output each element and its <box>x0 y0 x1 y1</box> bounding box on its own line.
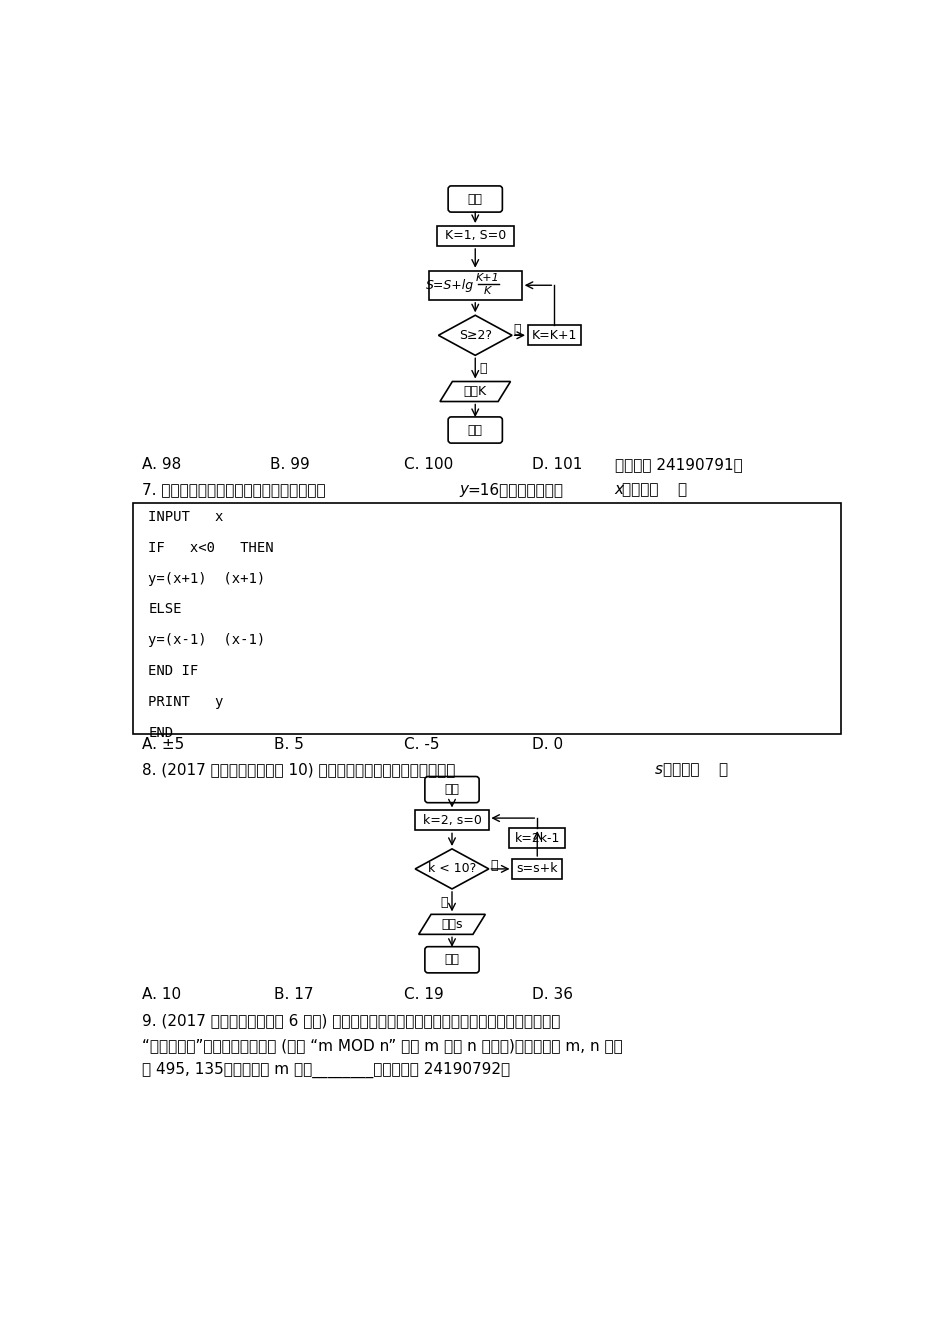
Text: END IF: END IF <box>148 664 199 677</box>
Text: B. 99: B. 99 <box>270 457 310 472</box>
Text: ELSE: ELSE <box>148 602 181 617</box>
Text: 9. (2017 河南南阳一模，文 6 改编) 如图程序框图的算法思路源于数学名著《几何原本》中的: 9. (2017 河南南阳一模，文 6 改编) 如图程序框图的算法思路源于数学名… <box>142 1013 560 1028</box>
Polygon shape <box>439 316 512 355</box>
Polygon shape <box>440 382 510 402</box>
Text: s: s <box>656 762 663 777</box>
Text: S≥2?: S≥2? <box>459 329 492 341</box>
Polygon shape <box>419 914 485 934</box>
Text: 结束: 结束 <box>467 423 483 437</box>
Text: 结束: 结束 <box>445 953 460 966</box>
Text: K=1, S=0: K=1, S=0 <box>445 230 505 242</box>
Text: s=s+k: s=s+k <box>517 863 558 875</box>
Text: K: K <box>484 286 491 296</box>
Text: 开始: 开始 <box>467 192 483 206</box>
Text: K+1: K+1 <box>476 273 500 284</box>
Bar <box>428 270 522 300</box>
Text: C. 19: C. 19 <box>404 986 444 1001</box>
Text: y=(x+1)  (x+1): y=(x+1) (x+1) <box>148 571 265 586</box>
Text: A. 10: A. 10 <box>142 986 181 1001</box>
Bar <box>512 859 562 879</box>
Text: PRINT   y: PRINT y <box>148 695 223 708</box>
Text: D. 101: D. 101 <box>532 457 582 472</box>
Text: D. 36: D. 36 <box>532 986 573 1001</box>
Text: 为 495, 135，则输出的 m 值为________．【导学号 24190792】: 为 495, 135，则输出的 m 值为________．【导学号 241907… <box>142 1062 510 1078</box>
FancyBboxPatch shape <box>425 777 479 802</box>
Text: x: x <box>615 481 624 497</box>
Text: k=2, s=0: k=2, s=0 <box>423 814 482 827</box>
Text: 8. (2017 湖南邵阳一模，文 10) 执行如图所示的程序框图，则输出: 8. (2017 湖南邵阳一模，文 10) 执行如图所示的程序框图，则输出 <box>142 762 455 777</box>
Text: =16，则键盘输入的: =16，则键盘输入的 <box>467 481 563 497</box>
Text: k < 10?: k < 10? <box>428 863 476 875</box>
Text: 否: 否 <box>441 895 448 909</box>
Text: B. 17: B. 17 <box>274 986 314 1001</box>
Text: B. 5: B. 5 <box>274 738 304 753</box>
Bar <box>509 828 565 848</box>
FancyBboxPatch shape <box>425 946 479 973</box>
Polygon shape <box>415 849 489 888</box>
Text: 是: 是 <box>490 859 498 872</box>
Text: IF   x<0   THEN: IF x<0 THEN <box>148 540 274 555</box>
Text: INPUT   x: INPUT x <box>148 509 223 524</box>
Bar <box>528 325 580 345</box>
Text: 输出s: 输出s <box>441 918 463 931</box>
Text: 【导学号 24190791】: 【导学号 24190791】 <box>615 457 743 472</box>
Text: “辗转相除法”，执行该程序框图 (图中 “m MOD n” 表示 m 除以 n 的余数)，若输入的 m, n 分别: “辗转相除法”，执行该程序框图 (图中 “m MOD n” 表示 m 除以 n … <box>142 1038 623 1052</box>
Text: 的值为（    ）: 的值为（ ） <box>663 762 728 777</box>
Text: K=K+1: K=K+1 <box>532 329 577 341</box>
Text: 应该是（    ）: 应该是（ ） <box>622 481 688 497</box>
Text: END: END <box>148 726 173 739</box>
Text: 输出K: 输出K <box>464 384 486 398</box>
Text: C. -5: C. -5 <box>404 738 440 753</box>
FancyBboxPatch shape <box>448 185 503 212</box>
Text: S=S+lg: S=S+lg <box>426 278 474 292</box>
Text: y: y <box>460 481 468 497</box>
Text: A. ±5: A. ±5 <box>142 738 184 753</box>
Text: k=2k-1: k=2k-1 <box>515 832 560 844</box>
Text: D. 0: D. 0 <box>532 738 563 753</box>
Text: 7. 为了在运行如图所示的程序之后得到结果: 7. 为了在运行如图所示的程序之后得到结果 <box>142 481 326 497</box>
FancyBboxPatch shape <box>448 417 503 444</box>
Text: 否: 否 <box>513 324 521 336</box>
Bar <box>133 503 841 734</box>
Text: y=(x-1)  (x-1): y=(x-1) (x-1) <box>148 633 265 648</box>
Text: 开始: 开始 <box>445 784 460 796</box>
Bar <box>415 810 489 831</box>
Bar <box>436 226 514 246</box>
Text: C. 100: C. 100 <box>404 457 453 472</box>
Text: 是: 是 <box>479 362 486 375</box>
Text: A. 98: A. 98 <box>142 457 181 472</box>
